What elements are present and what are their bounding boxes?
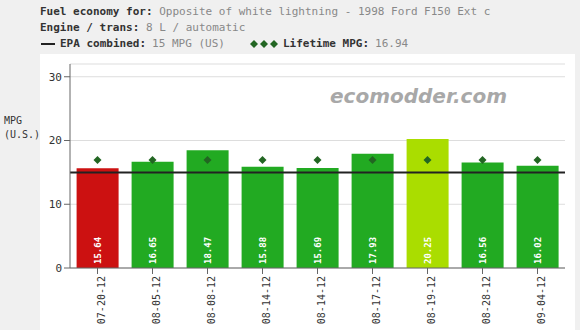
html-text:15 MPG (US): 15 MPG (US) (152, 37, 225, 50)
svg-text:16.56: 16.56 (478, 237, 488, 264)
svg-text:20.25: 20.25 (423, 237, 433, 264)
svg-text:08-19-12: 08-19-12 (426, 276, 437, 324)
html-text:Opposite of white lightning -: Opposite of white lightning - 1998 Ford … (159, 5, 491, 18)
svg-text:0: 0 (55, 262, 62, 275)
svg-text:10: 10 (49, 198, 62, 211)
svg-text:30: 30 (49, 71, 62, 84)
svg-text:15.69: 15.69 (313, 237, 323, 264)
html-text:Engine / trans:: Engine / trans: (40, 21, 140, 34)
svg-text:08-17-12: 08-17-12 (371, 276, 382, 324)
svg-text:16.02: 16.02 (533, 237, 543, 264)
html-text:Fuel economy for:: Fuel economy for: (40, 5, 153, 18)
svg-text:17.93: 17.93 (368, 237, 378, 264)
svg-text:20: 20 (49, 134, 62, 147)
svg-text:08-14-12: 08-14-12 (261, 276, 272, 324)
html-text:16.94: 16.94 (375, 37, 409, 50)
html-text:MPG: MPG (4, 115, 23, 126)
svg-text:07-20-12: 07-20-12 (96, 276, 107, 324)
html-text:(U.S.): (U.S.) (4, 129, 41, 140)
svg-text:08-08-12: 08-08-12 (206, 276, 217, 324)
html-text:EPA combined:: EPA combined: (60, 37, 147, 50)
svg-text:08-05-12: 08-05-12 (151, 276, 162, 324)
svg-text:16.65: 16.65 (148, 237, 158, 264)
svg-text:18.47: 18.47 (203, 237, 213, 264)
svg-text:08-14-12: 08-14-12 (316, 276, 327, 324)
svg-text:08-28-12: 08-28-12 (481, 276, 492, 324)
svg-text:15.88: 15.88 (258, 237, 268, 264)
svg-text:09-04-12: 09-04-12 (536, 276, 547, 324)
html-text:8 L / automatic: 8 L / automatic (146, 21, 246, 34)
html-text:ecomodder.com: ecomodder.com (330, 84, 507, 108)
html-text:Lifetime MPG:: Lifetime MPG: (283, 37, 369, 50)
svg-text:15.64: 15.64 (93, 236, 103, 264)
